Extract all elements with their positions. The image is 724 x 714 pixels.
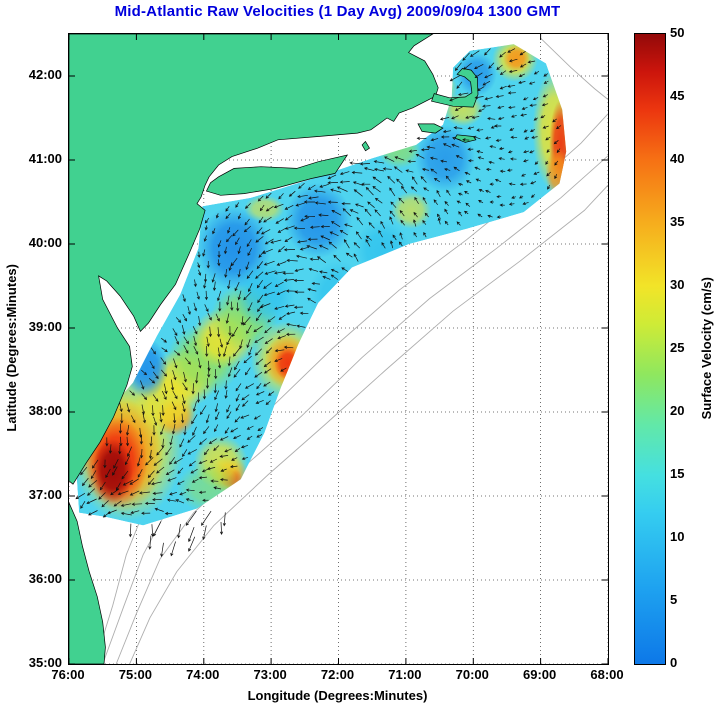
colorbar-tick-label: 35 (670, 214, 685, 229)
colorbar-tick-label: 5 (670, 592, 678, 607)
x-tick-label: 74:00 (186, 667, 220, 682)
map-canvas (68, 33, 609, 665)
y-axis-label: Latitude (Degrees:Minutes) (1, 33, 21, 663)
y-tick-label: 40:00 (28, 235, 62, 250)
colorbar-tick-label: 15 (670, 466, 685, 481)
current-arrows-layer (75, 48, 562, 558)
colorbar-tick-label: 45 (670, 88, 685, 103)
x-tick-label: 73:00 (253, 667, 287, 682)
y-tick-label: 37:00 (28, 487, 62, 502)
colorbar-tick-label: 20 (670, 403, 685, 418)
plot-area (68, 33, 609, 665)
y-tick-label: 42:00 (28, 67, 62, 82)
colorbar-tick-label: 10 (670, 529, 685, 544)
x-axis-label-text: Longitude (Degrees:Minutes) (247, 688, 428, 703)
x-tick-label: 69:00 (523, 667, 557, 682)
x-tick-label: 71:00 (388, 667, 422, 682)
y-tick-label: 41:00 (28, 151, 62, 166)
colorbar-tick-label: 30 (670, 277, 685, 292)
y-tick-label: 36:00 (28, 571, 62, 586)
y-tick-label: 39:00 (28, 319, 62, 334)
x-tick-label: 68:00 (590, 667, 624, 682)
colorbar-tick-label: 40 (670, 151, 685, 166)
colorbar-gradient (635, 34, 665, 664)
figure-title: Mid-Atlantic Raw Velocities (1 Day Avg) … (114, 3, 561, 20)
colorbar (634, 33, 666, 665)
x-tick-label: 76:00 (51, 667, 85, 682)
colorbar-tick-label: 0 (670, 655, 678, 670)
colorbar-tick-label: 25 (670, 340, 685, 355)
y-tick-label: 35:00 (28, 655, 62, 670)
x-tick-label: 72:00 (320, 667, 355, 682)
land-layer (68, 33, 479, 665)
x-axis-label: Longitude (Degrees:Minutes) (68, 688, 607, 703)
x-tick-label: 75:00 (118, 667, 152, 682)
colorbar-tick-label: 50 (670, 25, 685, 40)
y-tick-label: 38:00 (28, 403, 62, 418)
x-tick-label: 70:00 (455, 667, 489, 682)
